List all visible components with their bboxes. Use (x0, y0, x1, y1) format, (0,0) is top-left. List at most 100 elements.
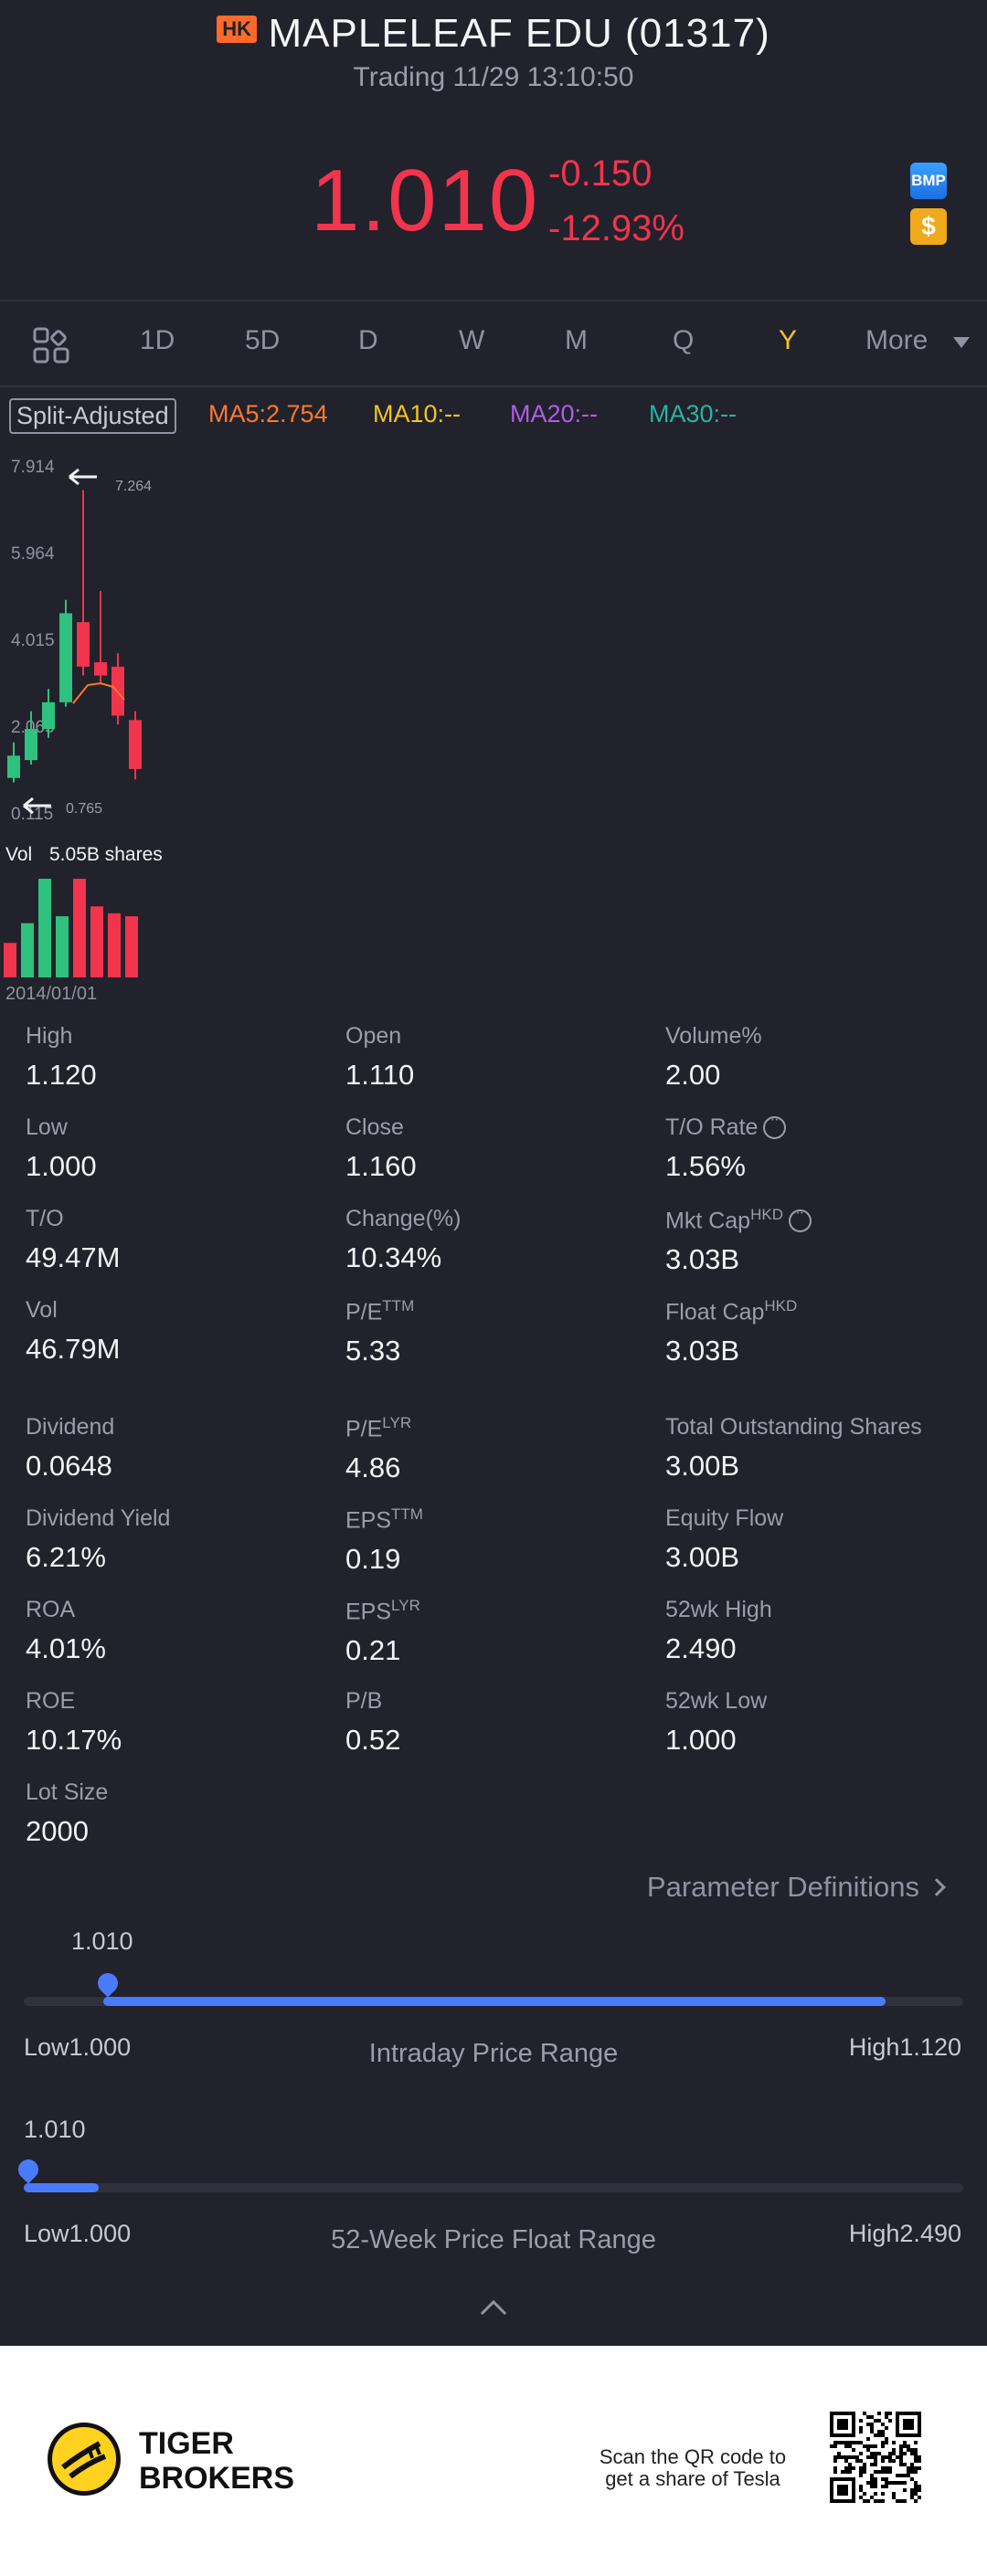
stat-t-o: T/O 49.47M (26, 1206, 120, 1274)
week52-high: High2.490 (848, 2220, 961, 2247)
intraday-high: High1.120 (848, 2033, 961, 2061)
stat-high: High 1.120 (26, 1023, 97, 1092)
week52-marker-icon (14, 2155, 43, 2184)
tab-y[interactable]: Y (779, 325, 798, 355)
tab-w[interactable]: W (459, 325, 485, 355)
stat-roa: ROA 4.01% (26, 1597, 106, 1665)
volume-bar (108, 913, 121, 977)
stat-label: Equity Flow (665, 1505, 783, 1532)
stat-float-cap-hkd: Float CapHKD 3.03B (665, 1297, 797, 1367)
chevron-right-icon (928, 1878, 946, 1896)
period-tabs: 1D 5D D W M Q Y More (0, 301, 987, 385)
week52-current-value: 1.010 (24, 2116, 86, 2143)
stat-t-o-rate[interactable]: T/O Rate 1.56% (665, 1112, 787, 1183)
stat-dividend: Dividend 0.0648 (26, 1414, 114, 1483)
stat-label: 52wk Low (665, 1688, 767, 1715)
ma10-label: MA10:-- (373, 400, 462, 428)
ma5-line (72, 681, 125, 704)
volume-bar (38, 879, 51, 977)
max-price-label: 7.264 (115, 479, 152, 494)
stat-label-text: P/B (345, 1688, 383, 1714)
stat-label-superscript: HKD (750, 1206, 783, 1223)
candlestick-chart[interactable]: 7.914 5.964 4.015 2.065 0.115 7.264 0.765 Vo… (0, 438, 183, 1005)
stat-label-text: Open (345, 1023, 402, 1049)
stat-label: 52wk High (665, 1597, 772, 1623)
tab-d[interactable]: D (358, 325, 378, 355)
stat-low: Low 1.000 (26, 1114, 97, 1183)
stat-label-text: ROA (26, 1597, 76, 1622)
stat-label-text: Float Cap (665, 1299, 765, 1325)
split-adjusted-button[interactable]: Split-Adjusted (9, 398, 176, 434)
stat-value: 5.33 (345, 1335, 401, 1367)
y-tick-label: 5.964 (11, 544, 55, 564)
volume-bar (21, 923, 34, 977)
title-row: HK MAPLELEAF EDU (01317) (0, 11, 987, 57)
market-badge: HK (217, 16, 258, 43)
stat-mkt-cap-hkd[interactable]: Mkt CapHKD 3.03B (665, 1205, 812, 1276)
stat-value: 0.0648 (26, 1450, 112, 1482)
stat-label-text: Mkt Cap (665, 1208, 751, 1234)
volume-bar (4, 943, 16, 977)
bmp-badge-icon[interactable]: BMP (910, 163, 947, 199)
stat-label-superscript: LYR (382, 1414, 412, 1431)
stat-label-superscript: LYR (391, 1597, 420, 1614)
stat-label: Change(%) (345, 1206, 461, 1232)
tab-more[interactable]: More (865, 325, 929, 355)
stat-label: P/B (345, 1688, 400, 1715)
collapse-chevron-icon[interactable] (480, 2299, 507, 2327)
volume-bar (125, 916, 138, 977)
price-change-percent: -12.93% (548, 208, 685, 248)
trading-status: Trading 11/29 13:10:50 (353, 62, 634, 92)
more-info-icon[interactable] (789, 1205, 812, 1233)
stat-close: Close 1.160 (345, 1114, 417, 1183)
stat-label: Float CapHKD (665, 1297, 797, 1325)
y-tick-label: 7.914 (11, 458, 55, 477)
stat-dividend-yield: Dividend Yield 6.21% (26, 1505, 170, 1574)
stat-value: 1.120 (26, 1059, 97, 1091)
week52-caption: 52-Week Price Float Range (331, 2225, 656, 2254)
stat-value: 46.79M (26, 1333, 121, 1365)
stat-eps-lyr: EPSLYR 0.21 (345, 1597, 420, 1667)
stat-change: Change(%) 10.34% (345, 1206, 461, 1274)
ma-indicator-row: Split-Adjusted MA5:2.754 MA10:-- MA20:--… (0, 395, 987, 435)
intraday-track (24, 1997, 963, 2006)
stat-label: High (26, 1023, 97, 1050)
intraday-low: Low1.000 (24, 2033, 132, 2061)
intraday-marker-icon (93, 1969, 122, 1998)
min-price-label: 0.765 (66, 801, 102, 817)
stat-value: 4.86 (345, 1452, 401, 1484)
stat-value: 3.03B (665, 1243, 740, 1276)
stat-label: Low (26, 1114, 97, 1141)
stat-value: 2000 (26, 1815, 89, 1847)
stat-label: Vol (26, 1297, 120, 1324)
more-dropdown-icon[interactable] (953, 337, 970, 348)
tab-m[interactable]: M (565, 325, 588, 355)
promo-footer: TIGER BROKERS Scan the QR code to get a … (0, 2346, 987, 2576)
chart-type-grid-icon[interactable] (33, 327, 69, 364)
stat-label-text: Volume% (665, 1023, 762, 1049)
tab-5d[interactable]: 5D (245, 325, 281, 355)
stat-volume: Volume% 2.00 (665, 1023, 762, 1092)
stat-label: EPSTTM (345, 1505, 423, 1534)
stat-value: 10.17% (26, 1724, 122, 1756)
min-arrow-icon (23, 797, 51, 815)
stat-value: 3.00B (665, 1450, 740, 1482)
stat-value: 10.34% (345, 1241, 442, 1273)
ma20-label: MA20:-- (510, 400, 599, 428)
tab-q[interactable]: Q (673, 325, 695, 355)
candle-body (42, 702, 55, 730)
stat-label: Open (345, 1023, 414, 1050)
stat-label-text: P/E (345, 1416, 383, 1442)
ma5-label: MA5:2.754 (208, 400, 328, 428)
tab-1d[interactable]: 1D (140, 325, 175, 355)
more-info-icon[interactable] (763, 1112, 787, 1139)
parameter-definitions-link[interactable]: Parameter Definitions (647, 1871, 946, 1904)
stat-label: Volume% (665, 1023, 762, 1050)
dollar-badge-icon[interactable]: $ (910, 208, 947, 245)
stat-label-text: Vol (26, 1297, 58, 1323)
stat-value: 3.03B (665, 1335, 740, 1367)
stat-label: Dividend (26, 1414, 114, 1441)
qr-code-icon[interactable] (830, 2412, 921, 2503)
stat-label-superscript: TTM (391, 1505, 423, 1523)
